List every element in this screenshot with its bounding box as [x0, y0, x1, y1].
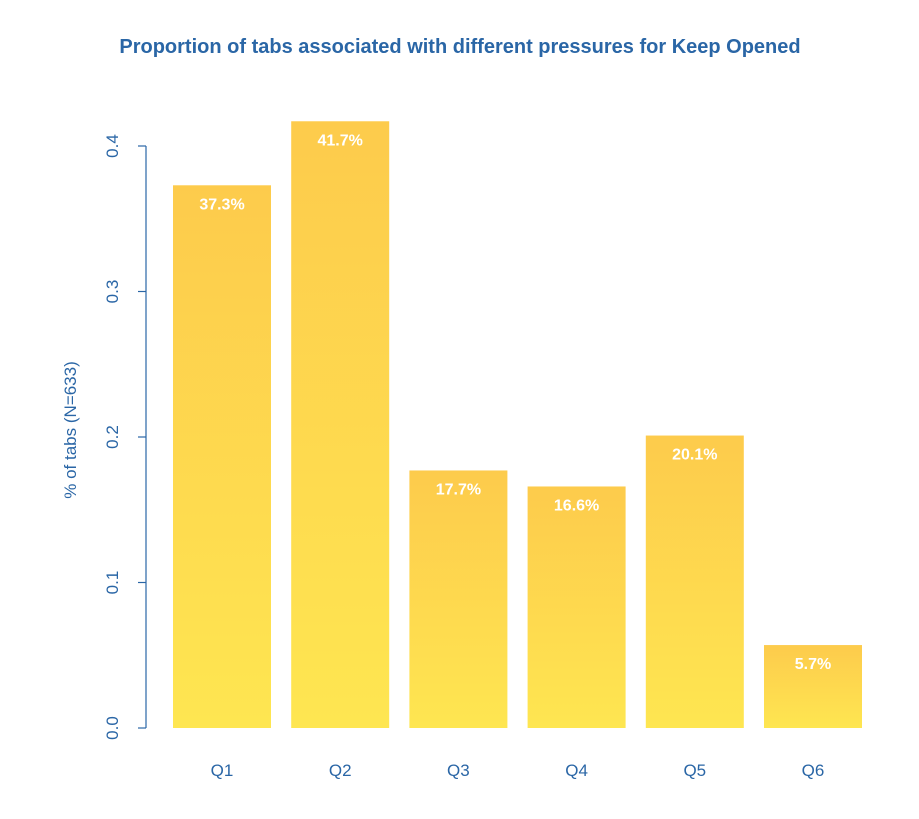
bar-labels-group: 37.3% 41.7% 17.7% 16.6% 20.1% 5.7%: [199, 132, 831, 673]
chart-title: Proportion of tabs associated with diffe…: [119, 36, 800, 58]
bar-value-label: 20.1%: [672, 447, 717, 464]
x-tick-label: Q6: [802, 761, 825, 780]
x-axis: Q1 Q2 Q3 Q4 Q5 Q6: [211, 761, 825, 780]
y-tick-label: 0.3: [103, 280, 122, 304]
bar-value-label: 16.6%: [554, 497, 599, 514]
x-tick-label: Q4: [565, 761, 588, 780]
bar-q4: [527, 486, 626, 728]
y-axis: 0.0 0.1 0.2 0.3 0.4: [103, 134, 147, 740]
bar-q2: [291, 121, 390, 728]
y-tick-label: 0.2: [103, 425, 122, 449]
y-tick-label: 0.0: [103, 716, 122, 740]
bar-q1: [173, 185, 271, 728]
bar-q5: [645, 435, 744, 728]
bars-group: [173, 121, 862, 728]
y-axis-label: % of tabs (N=633): [61, 361, 80, 499]
bar-q6: [764, 645, 862, 728]
x-tick-label: Q1: [211, 761, 234, 780]
y-tick-label: 0.1: [103, 571, 122, 595]
x-tick-label: Q2: [329, 761, 352, 780]
bar-value-label: 41.7%: [318, 132, 363, 149]
y-tick-label: 0.4: [103, 134, 122, 158]
bar-value-label: 17.7%: [436, 481, 481, 498]
x-tick-label: Q5: [683, 761, 706, 780]
bar-value-label: 5.7%: [795, 656, 831, 673]
bar-value-label: 37.3%: [199, 196, 244, 213]
x-tick-label: Q3: [447, 761, 470, 780]
bar-q3: [409, 470, 508, 728]
